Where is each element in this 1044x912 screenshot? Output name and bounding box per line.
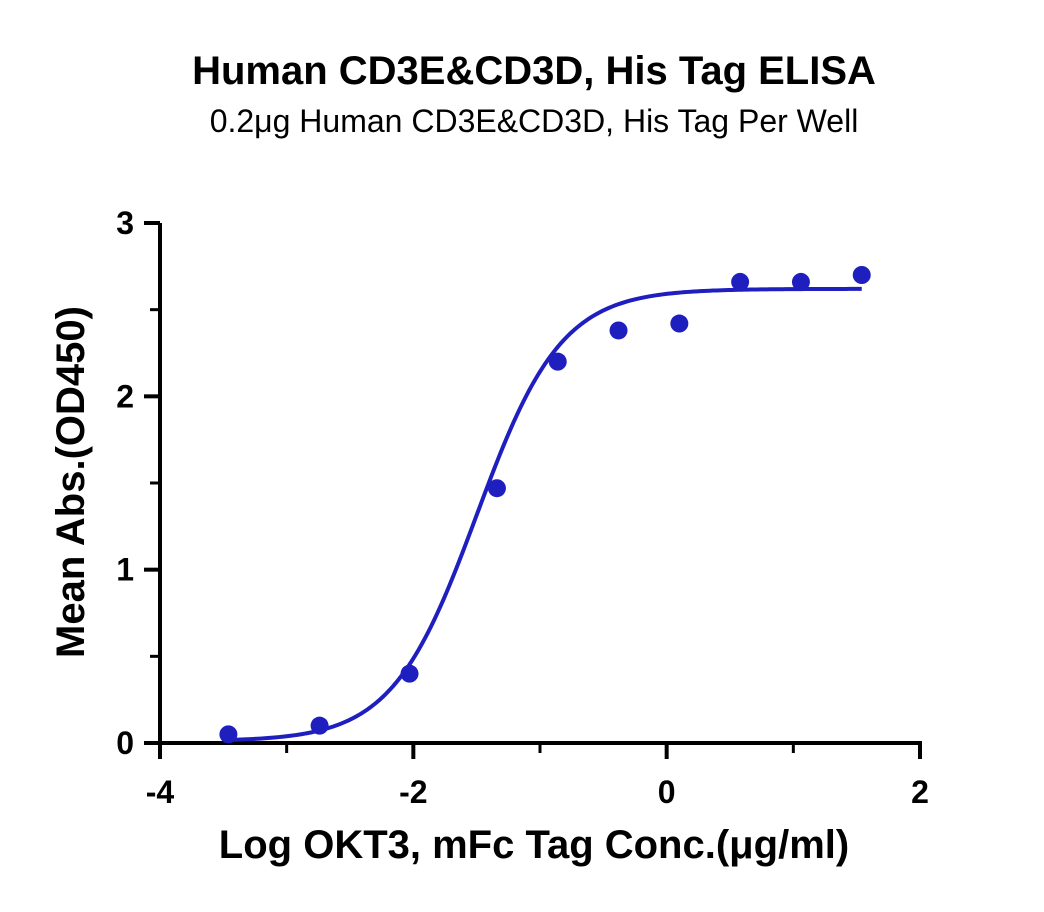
data-point: [219, 725, 238, 744]
data-point: [487, 479, 506, 498]
y-tick-label: 0: [116, 725, 134, 761]
chart-subtitle: 0.2μg Human CD3E&CD3D, His Tag Per Well: [210, 103, 859, 139]
y-axis-label: Mean Abs.(OD450): [49, 306, 93, 658]
data-point: [400, 664, 419, 683]
x-axis-label: Log OKT3, mFc Tag Conc.(μg/ml): [219, 823, 849, 867]
y-tick-label: 2: [116, 378, 134, 414]
y-tick-label: 3: [116, 205, 134, 241]
x-tick-label: 0: [658, 774, 676, 810]
data-point: [791, 272, 810, 291]
data-point: [310, 716, 329, 735]
axes: -4 -2 0 2 0 1 2 3: [116, 205, 929, 810]
fit-curve-layer: [228, 286, 862, 742]
fit-curve: [228, 286, 862, 742]
data-points-layer: [219, 266, 871, 744]
x-tick-label: -4: [146, 774, 175, 810]
data-point: [852, 266, 871, 284]
x-tick-label: -2: [399, 774, 427, 810]
data-point: [731, 272, 750, 291]
data-point: [548, 352, 567, 371]
y-tick-label: 1: [116, 552, 134, 588]
data-point: [609, 321, 628, 340]
chart-title: Human CD3E&CD3D, His Tag ELISA: [192, 49, 876, 93]
x-tick-label: 2: [911, 774, 929, 810]
data-point: [670, 314, 689, 333]
